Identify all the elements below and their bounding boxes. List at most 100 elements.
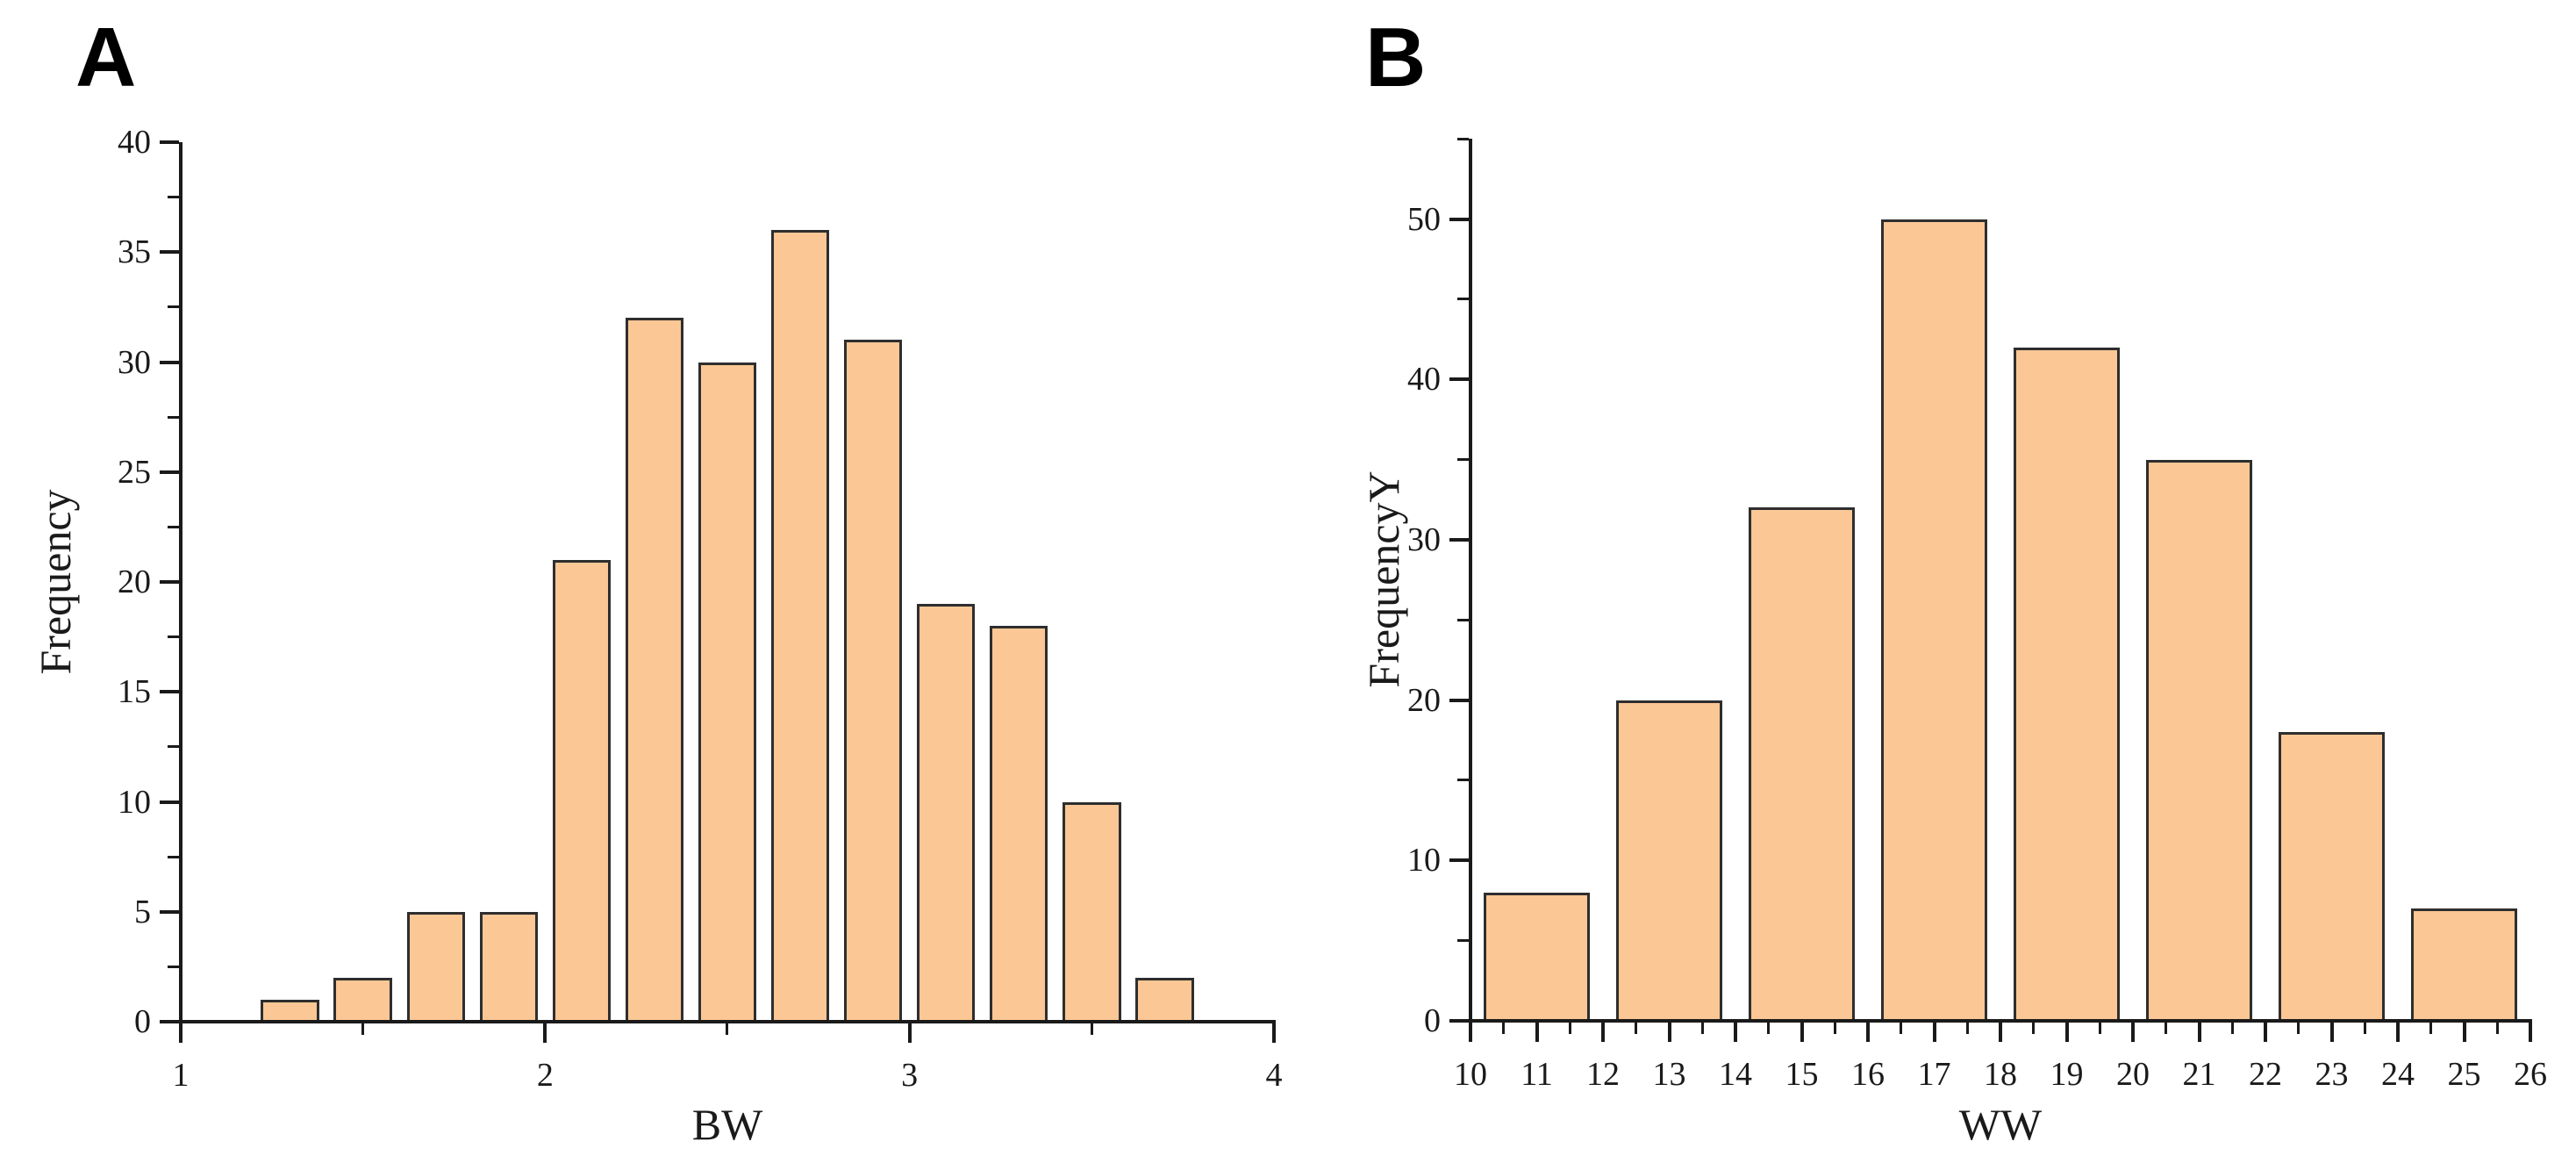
histogram-bar [406,911,465,1023]
y-major-tick [1449,698,1469,702]
y-tick-label: 30 [1407,521,1441,558]
y-minor-tick [168,965,179,968]
y-minor-tick [1457,137,1469,140]
x-major-tick [1734,1023,1737,1042]
x-minor-tick [1767,1023,1771,1034]
x-minor-tick [1635,1023,1638,1034]
y-minor-tick [168,635,179,639]
x-tick-label: 12 [1586,1056,1620,1093]
x-minor-tick [2165,1023,2168,1034]
x-tick-label: 4 [1265,1057,1283,1094]
histogram-bar [990,626,1048,1023]
x-tick-label: 26 [2514,1056,2547,1093]
y-tick-label: 40 [118,124,151,161]
y-minor-tick [168,415,179,419]
x-tick-label: 16 [1851,1056,1885,1093]
x-minor-tick [2032,1023,2036,1034]
x-tick-label: 19 [2050,1056,2084,1093]
y-minor-tick [1457,298,1469,301]
x-minor-tick [1502,1023,1506,1034]
x-tick-label: 15 [1785,1056,1819,1093]
x-major-tick [543,1023,547,1043]
x-minor-tick [1900,1023,1903,1034]
histogram-bar [333,977,392,1023]
x-major-tick [1271,1023,1276,1043]
y-tick-label: 30 [118,343,151,381]
histogram-bar [625,318,684,1023]
x-major-tick [2131,1023,2135,1042]
x-axis-line [1469,1019,2532,1023]
x-major-tick [1601,1023,1605,1042]
x-tick-label: 10 [1454,1056,1487,1093]
x-minor-tick [1833,1023,1836,1034]
x-major-tick [1667,1023,1671,1042]
x-minor-tick [2297,1023,2301,1034]
y-major-tick [160,909,179,914]
y-tick-label: 50 [1407,200,1441,238]
histogram-bar [770,230,830,1023]
x-axis-line [179,1020,1276,1023]
y-major-tick [160,250,179,255]
y-minor-tick [1457,939,1469,943]
y-minor-tick [168,196,179,199]
x-major-tick [2064,1023,2069,1042]
panel-a-label: A [75,11,137,104]
y-major-tick [160,360,179,364]
x-tick-label: 18 [1984,1056,2017,1093]
y-minor-tick [1457,458,1469,462]
x-major-tick [2197,1023,2201,1042]
y-tick-label: 0 [1424,1002,1441,1039]
x-tick-label: 11 [1521,1056,1553,1093]
x-tick-label: 17 [1917,1056,1951,1093]
histogram-bar [1749,507,1855,1023]
y-axis-line [179,142,182,1023]
x-major-tick [1535,1023,1539,1042]
x-major-tick [2462,1023,2466,1042]
histogram-bar [479,911,538,1023]
x-major-tick [1800,1023,1804,1042]
y-major-tick [1449,537,1469,542]
y-major-tick [160,470,179,474]
histogram-bar [1616,700,1722,1023]
y-major-tick [1449,377,1469,382]
y-tick-label: 0 [134,1003,151,1040]
y-major-tick [160,140,179,144]
y-minor-tick [1457,779,1469,782]
x-tick-label: 1 [172,1057,190,1094]
y-tick-label: 40 [1407,361,1441,398]
y-tick-label: 5 [134,893,151,930]
panel-b-y-axis-title: FrequencyY [1359,470,1408,688]
y-major-tick [160,690,179,694]
x-tick-label: 13 [1652,1056,1686,1093]
x-major-tick [1999,1023,2002,1042]
x-minor-tick [1568,1023,1571,1034]
y-major-tick [1449,217,1469,221]
y-tick-label: 10 [1407,842,1441,880]
y-tick-label: 20 [1407,681,1441,719]
histogram-bar [2014,347,2120,1023]
x-tick-label: 2 [536,1057,554,1094]
x-major-tick [907,1023,912,1043]
x-tick-label: 3 [901,1057,919,1094]
panel-b-label: B [1365,11,1427,104]
x-minor-tick [1965,1023,1969,1034]
y-minor-tick [168,525,179,528]
panel-a-x-axis-title: BW [691,1100,763,1149]
histogram-bar [2411,908,2517,1023]
x-tick-label: 22 [2249,1056,2282,1093]
x-minor-tick [1090,1023,1093,1035]
x-major-tick [2329,1023,2334,1042]
x-minor-tick [726,1023,729,1035]
x-major-tick [2529,1023,2532,1042]
x-minor-tick [2363,1023,2366,1034]
y-tick-label: 35 [118,233,151,271]
x-tick-label: 24 [2381,1056,2415,1093]
panel-b-x-axis-title: WW [1958,1100,2043,1149]
x-tick-label: 20 [2116,1056,2150,1093]
x-tick-label: 14 [1719,1056,1752,1093]
y-minor-tick [168,855,179,858]
histogram-bar [698,362,757,1023]
y-tick-label: 10 [118,783,151,821]
y-tick-label: 20 [118,564,151,600]
